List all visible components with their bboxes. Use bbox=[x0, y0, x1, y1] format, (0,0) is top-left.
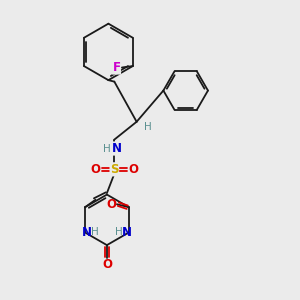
Text: N: N bbox=[112, 142, 122, 155]
Text: H: H bbox=[144, 122, 152, 132]
Text: O: O bbox=[102, 258, 112, 271]
Text: N: N bbox=[122, 226, 132, 239]
Text: N: N bbox=[82, 226, 92, 239]
Text: H: H bbox=[103, 143, 111, 154]
Text: H: H bbox=[116, 227, 123, 238]
Text: O: O bbox=[129, 163, 139, 176]
Text: O: O bbox=[106, 198, 116, 211]
Text: F: F bbox=[112, 61, 121, 74]
Text: H: H bbox=[91, 227, 98, 238]
Text: S: S bbox=[110, 163, 118, 176]
Text: O: O bbox=[90, 163, 100, 176]
